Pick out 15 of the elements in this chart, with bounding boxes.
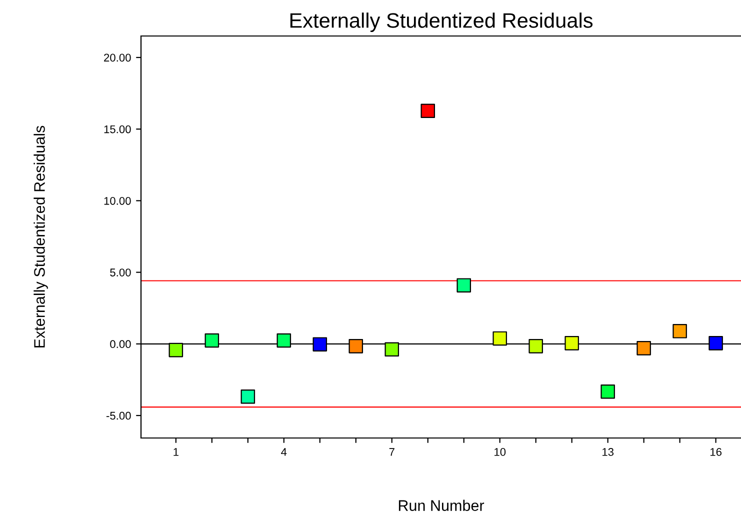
y-tick-label: -5.00	[106, 412, 131, 420]
y-tick-label: 10.00	[104, 196, 131, 205]
y-tick-label: 20.00	[104, 54, 131, 62]
x-tick-label: 10	[494, 448, 506, 456]
x-tick-label: 7	[389, 448, 394, 456]
y-axis-title: Externally Studentized Residuals	[34, 126, 48, 348]
y-tick-label: 0.00	[110, 340, 131, 348]
y-tick-label: 5.00	[110, 268, 131, 276]
x-tick-label: 4	[281, 448, 287, 456]
chart-title: Externally Studentized Residuals	[290, 12, 593, 32]
y-tick-label: 15.00	[104, 125, 131, 134]
x-tick-label: 1	[174, 448, 178, 456]
x-axis-title: Run Number	[398, 500, 484, 511]
x-tick-label: 16	[710, 448, 722, 456]
x-tick-label: 13	[602, 448, 614, 456]
